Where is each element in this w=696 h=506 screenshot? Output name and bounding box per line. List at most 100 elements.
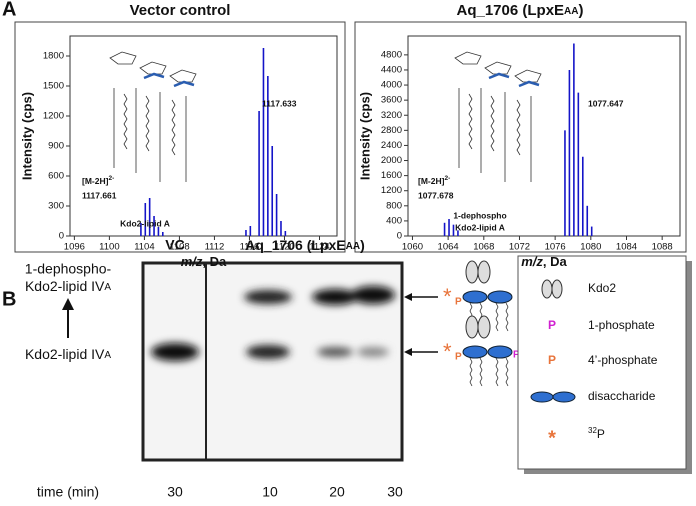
time-value: 30 xyxy=(167,484,183,500)
x-tick-label: 1076 xyxy=(545,242,566,253)
y-tick-label: 4800 xyxy=(381,49,402,60)
y-tick-label: 0 xyxy=(397,231,402,242)
y-axis-label: Intensity (cps) xyxy=(357,92,372,180)
y-tick-label: 4400 xyxy=(381,64,402,75)
schematic xyxy=(462,260,513,387)
y-tick-label: 2800 xyxy=(381,125,402,136)
annotation: 1-dephospho xyxy=(453,210,506,220)
legend-label: 1-phosphate xyxy=(588,318,655,332)
lane-label: VC xyxy=(165,237,184,253)
time-value: 10 xyxy=(262,484,278,500)
legend-icon xyxy=(530,391,576,403)
y-tick-label: 1200 xyxy=(381,185,402,196)
x-axis-label-part: , Da xyxy=(543,254,568,269)
annotation: 1117.661 xyxy=(82,190,117,200)
annotation: Kdo2-lipid A xyxy=(455,222,505,232)
plot-frame xyxy=(69,35,338,237)
arrow-head xyxy=(404,293,412,301)
annotation-part: [M-2H] xyxy=(418,176,445,186)
legend-label-part: P xyxy=(597,427,605,441)
panel-frame xyxy=(354,21,687,253)
x-tick-label: 1088 xyxy=(652,242,673,253)
y-tick-label: 600 xyxy=(48,171,64,182)
annotation-sup: 2- xyxy=(108,175,114,182)
chart-title: Aq_1706 (LpxEAA) xyxy=(457,2,584,19)
y-tick-label: 900 xyxy=(48,141,64,152)
y-tick-label: 2400 xyxy=(381,140,402,151)
y-tick-label: 3600 xyxy=(381,95,402,106)
y-tick-label: 400 xyxy=(386,215,402,226)
time-value: 30 xyxy=(387,484,403,500)
legend-label: 32P xyxy=(588,426,605,441)
phosphate-mark: P xyxy=(513,350,520,361)
annotation-part: [M-2H] xyxy=(82,176,109,186)
plot-frame xyxy=(407,35,681,237)
band xyxy=(244,290,292,304)
gel-bands xyxy=(151,286,395,361)
band xyxy=(151,343,199,361)
group-label: Aq_1706 (LpxEAA) xyxy=(245,237,365,253)
y-tick-label: 1200 xyxy=(43,111,64,122)
y-tick-label: 4000 xyxy=(381,80,402,91)
y-tick-label: 1500 xyxy=(43,81,64,92)
x-axis-label-part: m/z xyxy=(181,254,203,269)
y-axis-label: Intensity (cps) xyxy=(19,92,34,180)
product-label: Kdo2-lipid IVA xyxy=(25,278,111,294)
substrate-label: Kdo2-lipid IVA xyxy=(25,346,111,362)
panel-frame xyxy=(14,21,346,253)
legend-label-part: Kdo2 xyxy=(588,281,616,295)
y-tick-label: 0 xyxy=(59,231,64,242)
band xyxy=(312,289,358,305)
legend-label-part: disaccharide xyxy=(588,389,656,403)
phosphate-mark: P xyxy=(455,297,462,308)
band xyxy=(357,347,389,357)
legend-label-part: 32 xyxy=(588,426,597,435)
x-tick-label: 1072 xyxy=(509,242,530,253)
legend-label-part: 1-phosphate xyxy=(588,318,655,332)
annotation: Kdo2-lipid A xyxy=(120,218,170,228)
x-tick-label: 1096 xyxy=(64,242,85,253)
band xyxy=(351,286,395,304)
legend-icon xyxy=(541,279,563,299)
x-tick-label: 1116 xyxy=(240,242,260,253)
y-tick-label: 2000 xyxy=(381,155,402,166)
y-tick-label: 800 xyxy=(386,200,402,211)
x-tick-label: 1104 xyxy=(134,242,154,253)
x-tick-label: 1120 xyxy=(274,242,294,253)
annotation: [M-2H]2- xyxy=(418,175,450,187)
legend-label: disaccharide xyxy=(588,389,656,403)
band xyxy=(246,345,290,359)
arrow-head xyxy=(62,298,74,310)
y-tick-label: 3200 xyxy=(381,110,402,121)
x-tick-label: 1100 xyxy=(99,242,119,253)
x-tick-label: 1064 xyxy=(438,242,459,253)
time-value: 20 xyxy=(329,484,345,500)
x-tick-label: 1080 xyxy=(580,242,601,253)
arrow-head xyxy=(404,348,412,356)
phosphate-mark: P xyxy=(455,352,462,363)
x-tick-label: 1124 xyxy=(309,242,329,253)
panel-letter: A xyxy=(2,0,16,20)
y-tick-label: 1600 xyxy=(381,170,402,181)
legend-label: 4’-phosphate xyxy=(588,353,658,367)
isotope-mark: * xyxy=(443,284,452,309)
annotation: 1077.647 xyxy=(588,98,624,108)
x-tick-label: 1068 xyxy=(473,242,494,253)
chart-title-part: AA xyxy=(564,6,578,17)
structure-drawing xyxy=(108,50,198,184)
x-axis-label: m/z, Da xyxy=(521,254,567,269)
product-label: 1-dephospho- xyxy=(25,261,112,277)
x-axis-label-part: m/z xyxy=(521,254,543,269)
x-tick-label: 1084 xyxy=(616,242,637,253)
panel-letter: B xyxy=(2,288,16,310)
legend-symbol: * xyxy=(548,427,556,449)
legend-symbol: P xyxy=(548,318,556,332)
annotation: 1117.633 xyxy=(262,98,297,108)
x-tick-label: 1108 xyxy=(169,242,189,253)
legend-label: Kdo2 xyxy=(588,281,616,295)
time-label: time (min) xyxy=(37,484,99,500)
y-tick-label: 300 xyxy=(48,201,64,212)
isotope-mark: * xyxy=(443,339,452,364)
x-axis-label-part: , Da xyxy=(202,254,227,269)
band xyxy=(317,347,353,357)
